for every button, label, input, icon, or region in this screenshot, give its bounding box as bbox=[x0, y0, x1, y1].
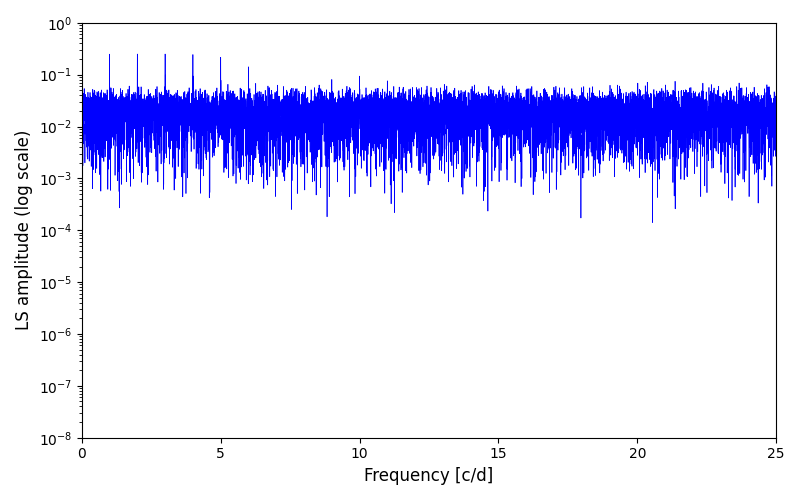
X-axis label: Frequency [c/d]: Frequency [c/d] bbox=[364, 467, 494, 485]
Y-axis label: LS amplitude (log scale): LS amplitude (log scale) bbox=[15, 130, 33, 330]
